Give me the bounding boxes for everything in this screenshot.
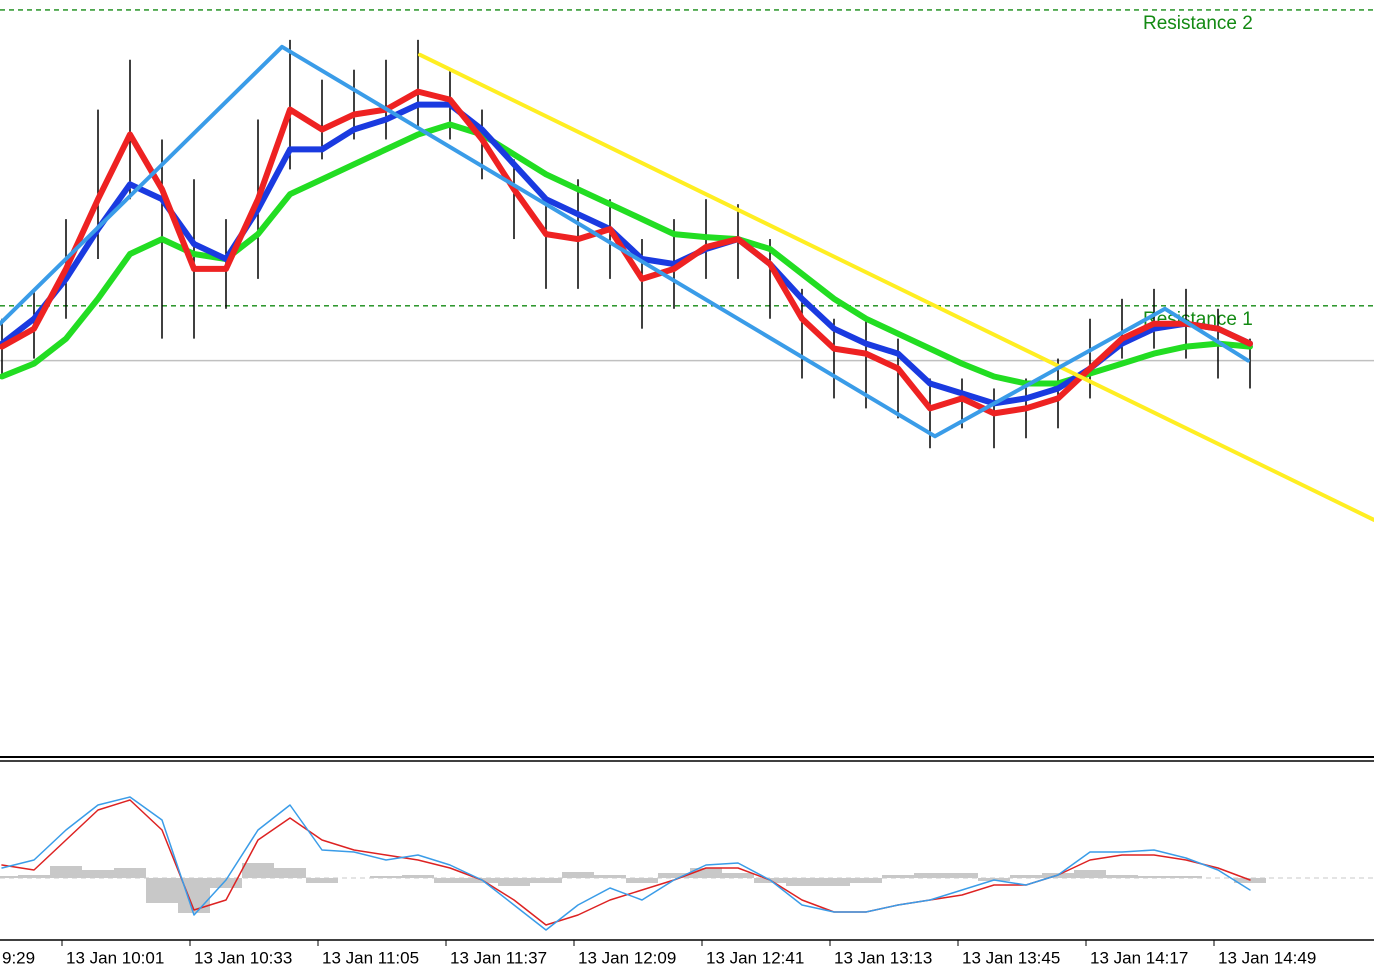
- histogram-bar: [370, 876, 402, 878]
- x-tick-label: 13 Jan 10:33: [194, 948, 292, 967]
- x-tick-label: 13 Jan 12:41: [706, 948, 804, 967]
- trend-line: [418, 52, 1374, 522]
- histogram-bar: [946, 873, 978, 878]
- histogram-bar: [18, 875, 50, 878]
- series-line: [1, 796, 1251, 931]
- histogram-bar: [690, 868, 722, 878]
- histogram-bar: [146, 878, 178, 903]
- series-line: [0, 121, 1253, 387]
- histogram-bar: [498, 878, 530, 886]
- histogram-bar: [530, 878, 562, 883]
- histogram-bar: [274, 868, 306, 878]
- histogram-bar: [1106, 875, 1138, 878]
- histogram-bar: [434, 878, 466, 883]
- x-tick-label: 13 Jan 11:37: [450, 948, 547, 967]
- histogram-bar: [1074, 870, 1106, 878]
- series-line: [0, 101, 1253, 407]
- histogram-bar: [594, 875, 626, 878]
- histogram-bar: [1138, 876, 1170, 878]
- x-tick-label: 13 Jan 11:05: [322, 948, 419, 967]
- histogram-bar: [0, 876, 18, 878]
- histogram-bar: [210, 878, 242, 888]
- histogram-bar: [626, 878, 658, 883]
- histogram-bar: [82, 870, 114, 878]
- histogram-bar: [882, 875, 914, 878]
- histogram-bar: [850, 878, 882, 883]
- x-tick-label: 9:29: [2, 948, 35, 967]
- x-tick-label: 13 Jan 12:09: [578, 948, 676, 967]
- histogram-bar: [658, 873, 690, 878]
- histogram-bar: [306, 878, 338, 883]
- histogram-bar: [114, 868, 146, 878]
- histogram-bar: [562, 872, 594, 878]
- histogram-bar: [786, 878, 818, 886]
- trend-line: [0, 44, 1250, 439]
- histogram-bar: [818, 878, 850, 886]
- histogram-bar: [242, 863, 274, 878]
- x-tick-label: 13 Jan 13:45: [962, 948, 1060, 967]
- histogram-bar: [1170, 876, 1202, 878]
- x-tick-label: 13 Jan 13:13: [834, 948, 932, 967]
- x-tick-label: 13 Jan 14:49: [1218, 948, 1316, 967]
- histogram-bar: [722, 873, 754, 878]
- histogram-bar: [914, 873, 946, 878]
- histogram-bar: [50, 866, 82, 878]
- x-tick-label: 13 Jan 14:17: [1090, 948, 1188, 967]
- level-label: Resistance 2: [1143, 13, 1253, 34]
- histogram-bar: [1010, 875, 1042, 878]
- histogram-bar: [402, 875, 434, 878]
- x-tick-label: 13 Jan 10:01: [66, 948, 164, 967]
